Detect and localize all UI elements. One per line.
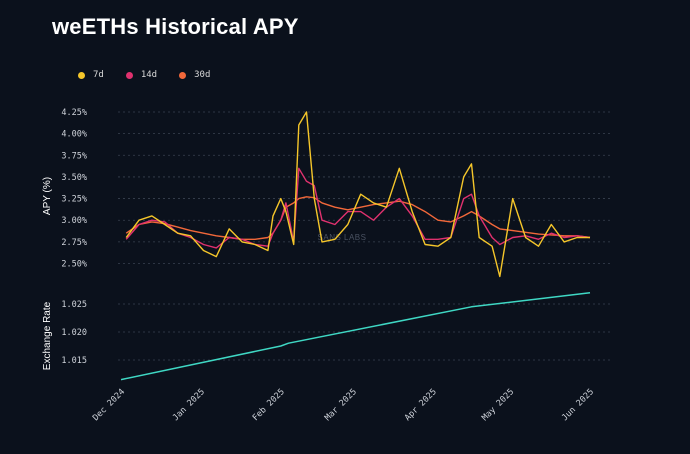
series-line-exchange-rate	[120, 292, 591, 381]
apy-ytick-label: 3.25%	[61, 195, 87, 205]
apy-ytick-label: 3.00%	[61, 216, 87, 226]
legend-item-7d[interactable]: 7d	[78, 70, 104, 80]
apy-ytick-label: 4.00%	[61, 130, 87, 140]
apy-ytick-label: 3.75%	[61, 151, 87, 161]
apy-ytick-label: 4.25%	[61, 108, 87, 118]
exchange-ytick-label: 1.025	[61, 300, 87, 310]
legend-label-30d: 30d	[194, 70, 211, 80]
legend-label-14d: 14d	[140, 70, 158, 80]
series-line-30d	[125, 196, 591, 241]
xtick-label: Apr 2025	[403, 387, 439, 423]
xtick-label: Jan 2025	[171, 387, 207, 423]
series-line-14d	[125, 167, 591, 249]
watermark: SANS LABS	[318, 233, 367, 242]
xtick-label: May 2025	[480, 387, 516, 423]
legend-item-14d[interactable]: 14d	[125, 70, 158, 80]
apy-ytick-label: 2.75%	[61, 238, 87, 248]
xtick-label: Dec 2024	[91, 387, 127, 423]
exchange-ytick-label: 1.015	[61, 356, 87, 366]
legend-swatch-7d	[78, 71, 85, 79]
xtick-label: Feb 2025	[251, 387, 287, 423]
exchange-ytick-label: 1.020	[61, 328, 87, 338]
exchange-axis-label: Exchange Rate	[42, 301, 53, 370]
xtick-label: Jun 2025	[560, 387, 596, 423]
legend-label-7d: 7d	[93, 70, 104, 80]
chart-title: weETHs Historical APY	[52, 14, 299, 39]
xtick-label: Mar 2025	[323, 387, 359, 423]
legend-swatch-30d	[179, 71, 187, 79]
legend-swatch-14d	[125, 71, 133, 79]
apy-ytick-label: 3.50%	[61, 173, 87, 183]
apy-axis-label: APY (%)	[42, 177, 53, 215]
legend-item-30d[interactable]: 30d	[179, 70, 210, 80]
series-line-7d	[125, 111, 590, 278]
legend: 7d 14d 30d	[78, 70, 210, 80]
apy-ytick-label: 2.50%	[61, 260, 87, 270]
